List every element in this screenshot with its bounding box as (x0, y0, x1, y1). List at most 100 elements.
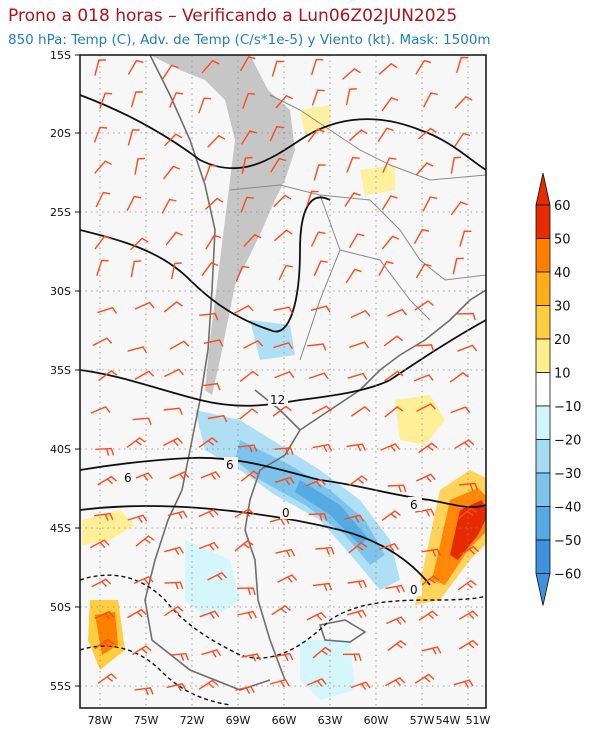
wind-barb (164, 133, 183, 147)
wind-barb (386, 616, 407, 625)
lat-label: 55S (50, 680, 71, 693)
wind-barb (307, 343, 327, 351)
lat-label: 15S (50, 49, 71, 62)
wind-barb (454, 132, 471, 148)
wind-barb (89, 539, 110, 549)
wind-barb (240, 196, 254, 213)
wind-barb (240, 470, 260, 482)
wind-barb (126, 195, 142, 212)
wind-barb (351, 406, 371, 417)
colorbar-label: −30 (554, 467, 581, 482)
colorbar-segment (535, 338, 551, 373)
lon-label: 66W (272, 714, 297, 727)
map-frame (79, 54, 487, 709)
wind-barb (414, 300, 434, 311)
wind-barb (239, 56, 256, 72)
wind-barb (126, 437, 146, 449)
wind-barb (96, 259, 109, 276)
political-borders (229, 94, 486, 361)
wind-barb (201, 59, 220, 74)
wind-barb (342, 68, 361, 80)
wind-barb (306, 190, 319, 207)
wind-barb (204, 197, 224, 210)
wind-barb (414, 673, 435, 684)
wind-barb (273, 229, 293, 242)
wind-barb (458, 610, 479, 620)
wind-barb (165, 231, 183, 246)
topography-mask (150, 55, 295, 395)
wind-barb (381, 510, 401, 521)
wind-barb (201, 649, 222, 658)
wind-barb (241, 156, 253, 174)
wind-barb (346, 156, 360, 173)
wind-barb (387, 484, 407, 493)
wind-barb (305, 478, 326, 488)
wind-barb (274, 447, 294, 456)
wind-barb (198, 679, 219, 690)
wind-barb (450, 156, 462, 174)
wind-barb (306, 678, 327, 687)
wind-barb (273, 341, 293, 350)
wind-barb (273, 306, 293, 314)
colorbar-label: 20 (554, 333, 571, 348)
wind-barb (383, 335, 403, 347)
wind-barb (164, 581, 184, 590)
wind-barb (452, 257, 464, 275)
wind-barb (91, 578, 112, 588)
warm-advection-shading (82, 105, 486, 670)
wind-barb (241, 653, 262, 662)
wind-barb (234, 508, 255, 518)
colorbar-label: −50 (554, 534, 581, 549)
wind-barb (169, 340, 190, 350)
colorbar-segment (535, 472, 551, 507)
lon-label: 78W (88, 714, 113, 727)
wind-barb (453, 679, 474, 688)
wind-barb (269, 125, 284, 142)
wind-barb (420, 575, 440, 587)
colorbar-segment (535, 204, 551, 239)
wind-barb (164, 605, 184, 617)
wind-barb (315, 546, 335, 555)
wind-barb (198, 97, 212, 114)
colorbar-label: −40 (554, 501, 581, 516)
wind-barb (275, 94, 294, 109)
wind-barb (313, 260, 328, 277)
wind-barb (350, 309, 371, 319)
contour-labels: 12 6 6 0 6 0 (122, 392, 422, 597)
colorbar-label: −20 (554, 434, 581, 449)
contour-label: 6 (410, 498, 418, 512)
wind-barb (273, 652, 294, 662)
latitude-labels: 15S 20S 25S 30S 35S 40S 45S 50S 55S (50, 49, 71, 693)
wind-barb (161, 198, 177, 214)
colorbar-label: −60 (554, 568, 581, 583)
wind-barb (454, 95, 473, 109)
colorbar-segment (535, 271, 551, 306)
lat-label: 40S (50, 443, 71, 456)
wind-barb (418, 442, 438, 454)
wind-barb (242, 92, 256, 109)
wind-barb (415, 508, 435, 517)
latitude-ticks (75, 54, 80, 687)
wind-barb (163, 407, 183, 416)
colorbar-bottom-triangle (535, 573, 551, 606)
wind-barb (198, 508, 219, 518)
wind-barb (457, 312, 476, 321)
wind-barb (312, 646, 332, 659)
colorbar-segment (535, 439, 551, 474)
wind-barb (459, 482, 479, 491)
wind-barb (167, 510, 188, 519)
wind-barb (347, 580, 367, 589)
colorbar: 60 50 40 30 20 10 −10 −20 −30 −40 −50 −60 (535, 172, 581, 606)
lon-label: 54W (436, 714, 461, 727)
wind-barb (342, 653, 362, 662)
wind-barb (243, 340, 264, 349)
wind-barb (348, 129, 368, 142)
wind-barb (449, 371, 469, 383)
wind-barb (381, 235, 400, 250)
wind-barb (130, 91, 143, 108)
wind-barb (166, 682, 187, 692)
wind-barb (272, 405, 292, 417)
wind-barb (277, 574, 298, 583)
wind-barb (308, 372, 329, 380)
longitude-labels: 78W 75W 72W 69W 66W 63W 60W 57W 54W 51W (88, 714, 491, 727)
